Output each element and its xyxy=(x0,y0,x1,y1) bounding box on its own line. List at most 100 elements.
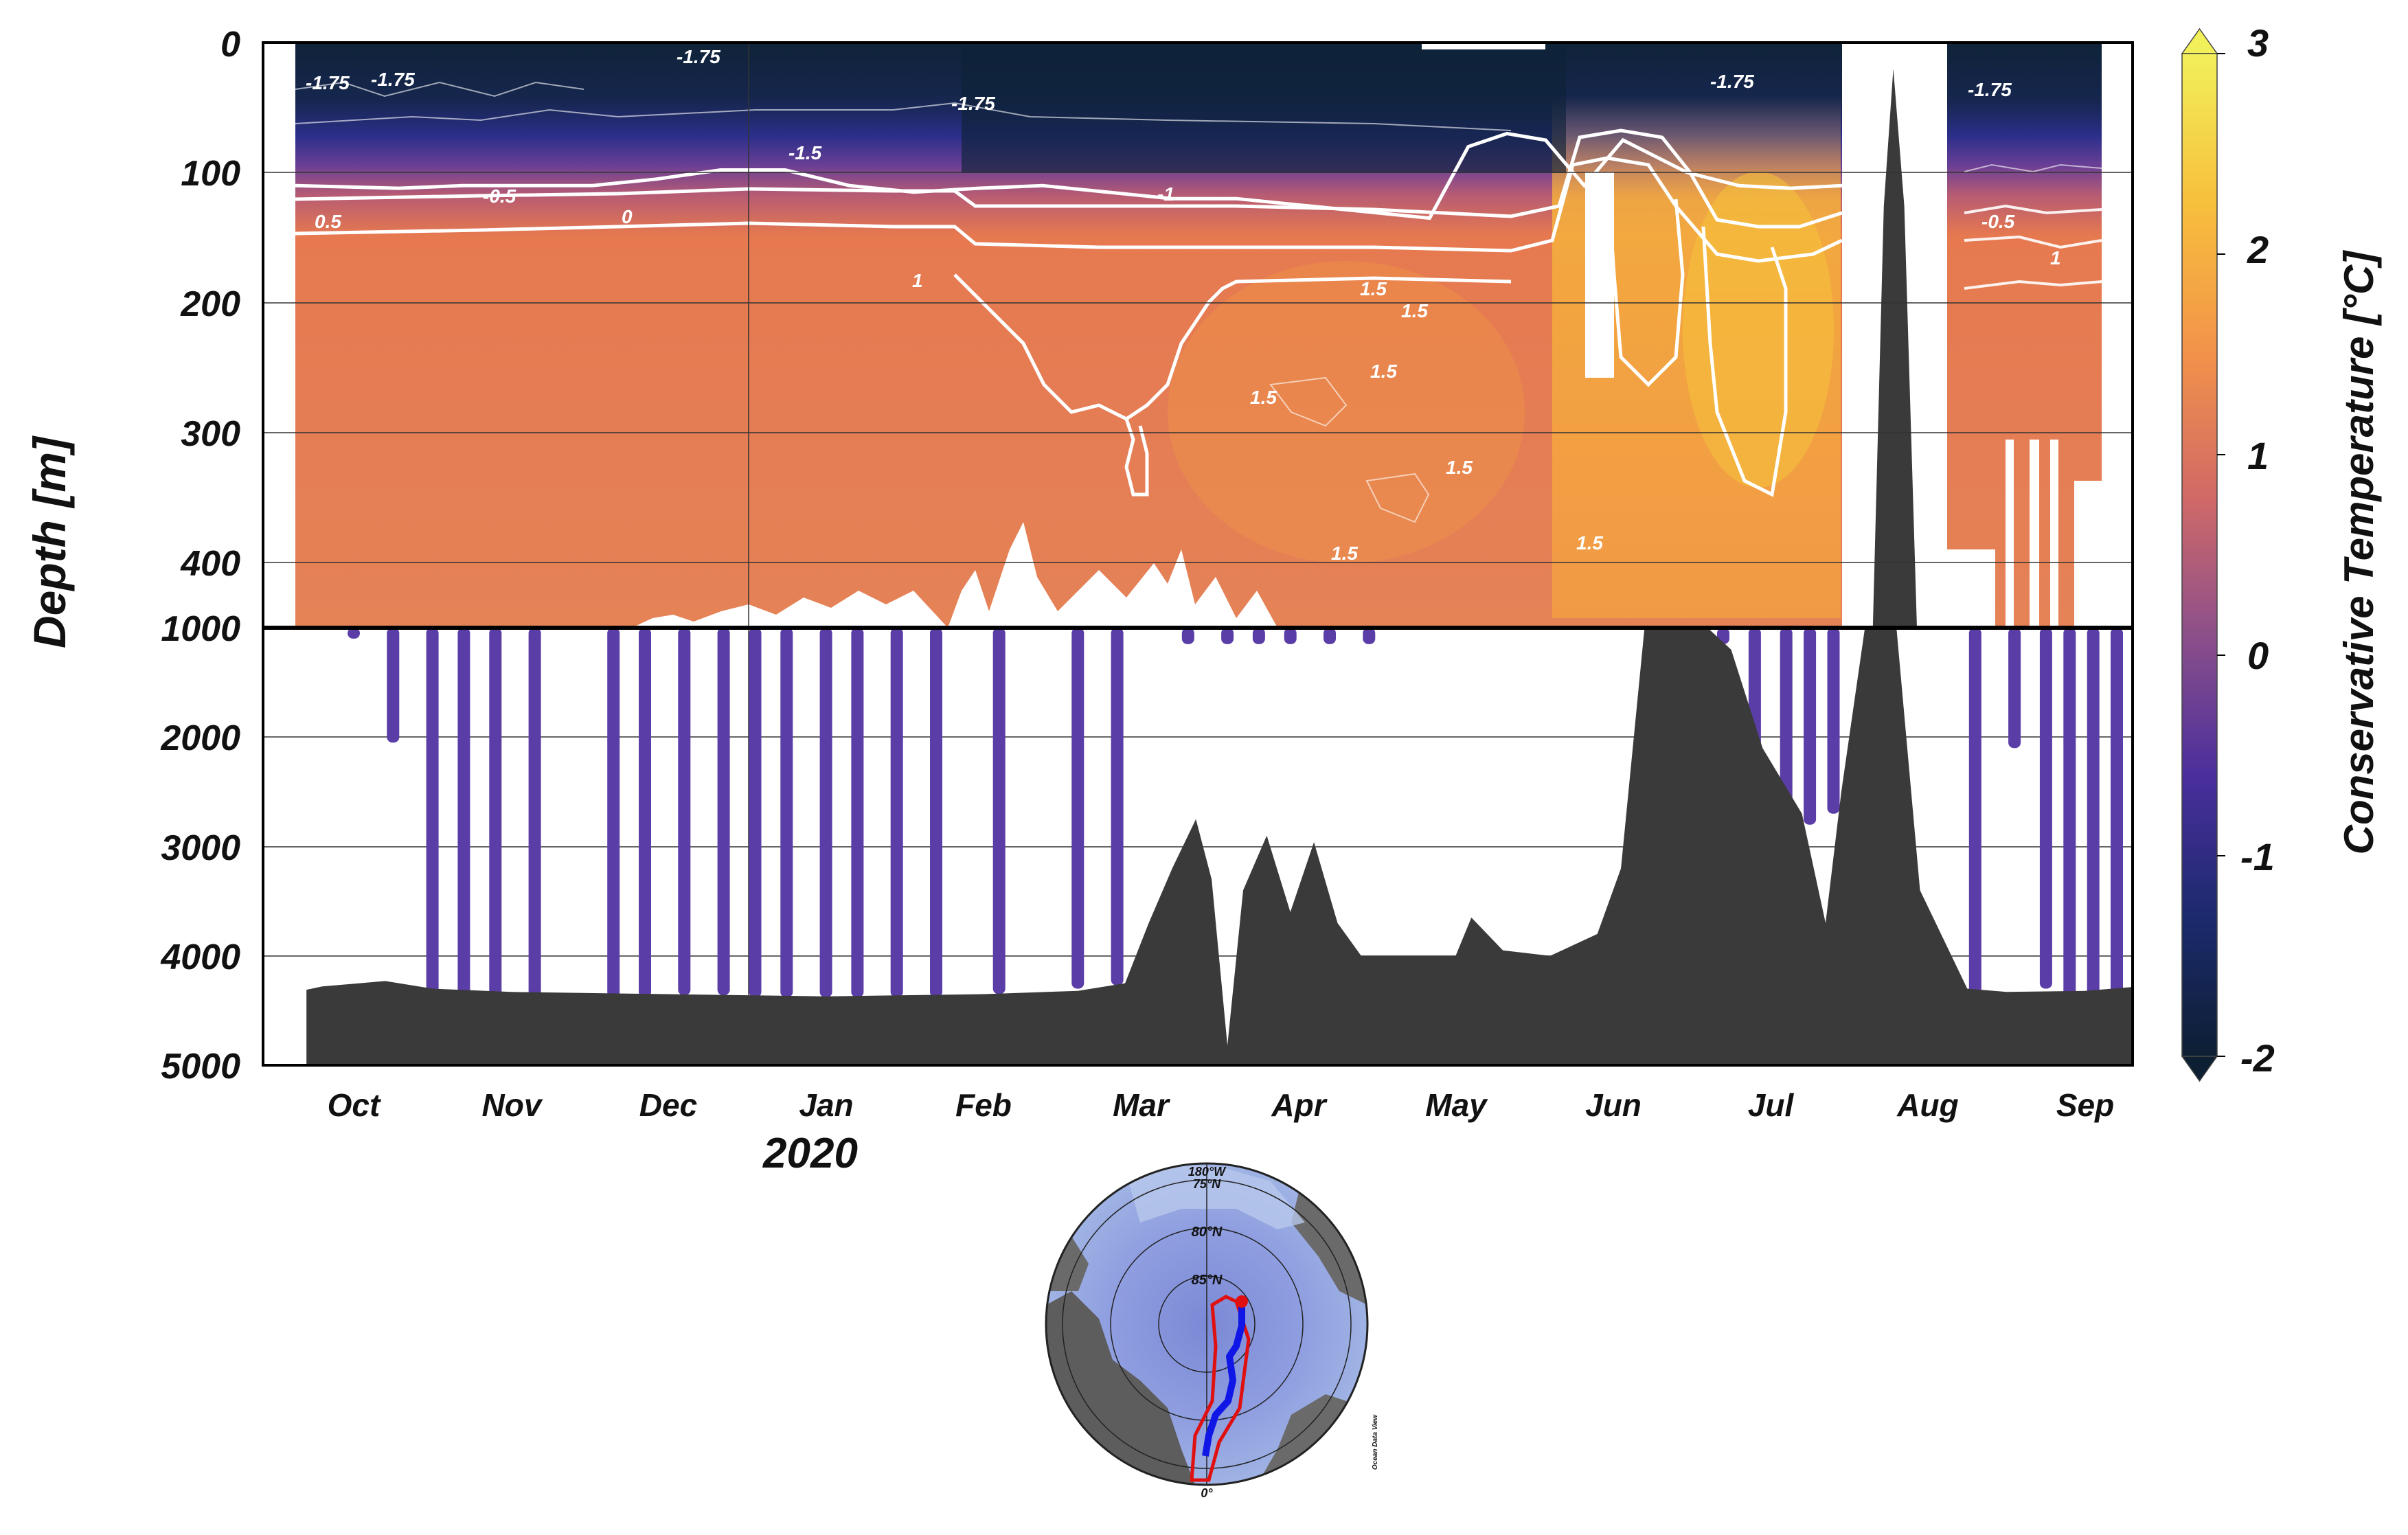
map-lat-label: 80°N xyxy=(1192,1225,1223,1240)
y-tick-label: 300 xyxy=(181,414,240,454)
profile-bar xyxy=(2039,628,2052,989)
map-lon-label: 180°W xyxy=(1188,1165,1227,1179)
colorbar-ticks xyxy=(2217,53,2225,1057)
profile-bar xyxy=(819,628,832,998)
profile-bar xyxy=(489,628,502,998)
colorbar-tick-label: -1 xyxy=(2240,835,2275,878)
x-tick-label: May xyxy=(1425,1087,1488,1123)
profile-bar xyxy=(749,628,762,998)
profile-bar xyxy=(717,628,730,996)
contour-label: 1.5 xyxy=(1360,278,1387,299)
y-tick-label: 0 xyxy=(220,25,240,65)
upper-gridlines xyxy=(263,43,2133,628)
contour-thin xyxy=(1964,163,2102,173)
x-tick-label: Jan xyxy=(799,1087,853,1123)
profile-bar xyxy=(2008,628,2021,749)
warm-patch xyxy=(1168,261,1525,563)
contour-label: 1.5 xyxy=(1576,532,1603,554)
x-tick-label: Oct xyxy=(328,1087,381,1123)
bathymetry-ridge xyxy=(1872,69,1917,628)
profile-bar xyxy=(1363,628,1376,644)
map-shelf xyxy=(1126,1163,1305,1229)
contour-label: -1.75 xyxy=(306,72,350,93)
profile-bar xyxy=(2087,628,2100,998)
mixed-layer-contour xyxy=(295,131,1843,220)
y-tick-label: 100 xyxy=(181,154,240,194)
contour-label: -0.5 xyxy=(483,185,516,207)
colorbar: 3 2 1 0 -1 -2 Conservative Temperature [… xyxy=(2181,21,2382,1082)
map-track-box xyxy=(1190,1295,1251,1482)
contour-thin xyxy=(1964,235,2102,249)
profile-bar xyxy=(992,628,1006,994)
lower-panel xyxy=(263,628,2133,1065)
contour-label: -0.5 xyxy=(1981,211,2015,232)
contour-label: 0.5 xyxy=(315,211,341,232)
contour-thin xyxy=(1964,204,2102,215)
x-tick-label: Jul xyxy=(1748,1087,1795,1123)
profile-bar xyxy=(348,628,360,639)
profile-bar xyxy=(678,628,691,996)
profile-bar xyxy=(930,628,942,998)
profile-bar xyxy=(1181,628,1194,644)
profile-bar xyxy=(890,628,903,998)
data-gap xyxy=(2006,440,2014,628)
x-tick-label: Nov xyxy=(482,1087,543,1123)
data-gap-edge xyxy=(948,522,1277,628)
contour-label: -1.75 xyxy=(951,93,995,114)
upper-y-ticks: 0 100 200 300 400 xyxy=(180,25,240,584)
profile-bar xyxy=(1827,628,1840,814)
colorbar-tick-label: 0 xyxy=(2247,634,2269,677)
contour-1-5 xyxy=(1605,171,1685,387)
profile-bar xyxy=(639,628,651,998)
contour-thin xyxy=(295,102,1512,131)
data-gap xyxy=(263,43,295,628)
profile-bar xyxy=(1284,628,1297,644)
y-tick-label: 2000 xyxy=(160,718,240,758)
profile-bar xyxy=(1221,628,1234,644)
profile-bar xyxy=(607,628,620,998)
profile-bar xyxy=(2063,628,2076,998)
x-ticks: Oct Nov Dec Jan Feb Mar Apr May Jun Jul … xyxy=(328,1087,2115,1123)
colorbar-tick-label: 3 xyxy=(2247,21,2269,65)
contour-label: -1.75 xyxy=(677,46,720,67)
warm-core xyxy=(1683,172,1834,488)
contour-label: 1.5 xyxy=(1250,387,1277,408)
contour-thin xyxy=(1365,473,1430,523)
contour-thin xyxy=(295,81,584,98)
data-gap xyxy=(2050,440,2058,628)
y-tick-label: 3000 xyxy=(161,828,240,868)
upper-panel: -1.75 -1.75 -1.75 -1.75 -1.75 -1.75 -1.5… xyxy=(263,43,2133,628)
profile-bar xyxy=(1804,628,1817,825)
contour-label: 1.5 xyxy=(1401,300,1428,321)
colorbar-tick-label: 2 xyxy=(2247,228,2269,271)
ice-gap xyxy=(1422,43,1545,49)
contour-1 xyxy=(953,273,1512,421)
cold-surface-layer xyxy=(962,43,1566,173)
x-tick-label: Aug xyxy=(1896,1087,1958,1123)
y-tick-label: 5000 xyxy=(161,1047,240,1087)
colorbar-bottom-cap xyxy=(2181,1056,2218,1082)
map-start-marker xyxy=(1236,1295,1248,1308)
contour-label: 1 xyxy=(2050,247,2061,269)
contour-label: 1 xyxy=(912,270,923,291)
profile-bar xyxy=(1252,628,1265,644)
colorbar-tick-label: 1 xyxy=(2247,434,2269,477)
profile-bar xyxy=(457,628,470,998)
year-label: 2020 xyxy=(762,1130,858,1177)
profile-bars xyxy=(348,628,2123,998)
x-tick-label: Apr xyxy=(1271,1087,1327,1123)
colorbar-label: Conservative Temperature [°C] xyxy=(2336,250,2382,855)
map-lat-label: 85°N xyxy=(1192,1273,1223,1288)
map-drift-track xyxy=(1202,1301,1245,1457)
data-gap-edge xyxy=(632,591,948,628)
map-lon-label: 0° xyxy=(1201,1486,1213,1500)
profile-bar xyxy=(2111,628,2123,998)
lower-y-ticks: 1000 2000 3000 4000 5000 xyxy=(160,609,240,1087)
profile-bar xyxy=(1111,628,1124,986)
contour-0 xyxy=(295,156,1843,263)
contour-1-5 xyxy=(1124,418,1149,497)
contour-minus-0-5 xyxy=(295,128,1843,229)
y-axis-label: Depth [m] xyxy=(24,435,75,648)
profile-bar xyxy=(426,628,439,998)
